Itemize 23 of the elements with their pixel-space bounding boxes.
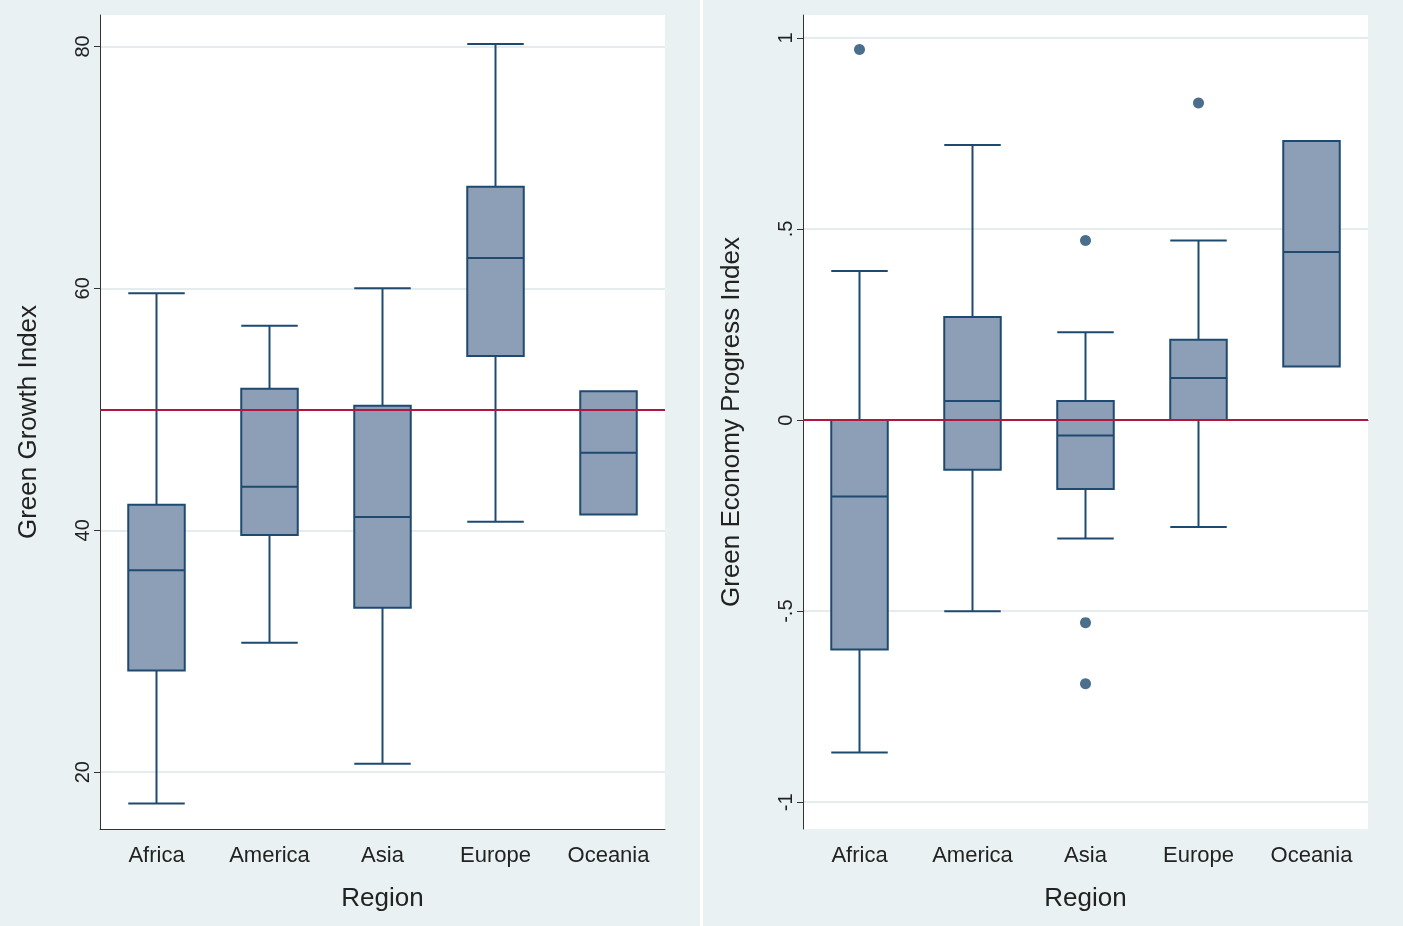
- x-tick-label: Africa: [831, 841, 889, 867]
- x-axis-title: Region: [341, 882, 424, 912]
- x-tick-label: America: [229, 841, 311, 867]
- x-tick-label: America: [932, 841, 1014, 867]
- y-tick-label: .5: [774, 220, 796, 238]
- x-tick-label: Asia: [1064, 841, 1108, 867]
- y-tick-label: 80: [71, 35, 93, 58]
- x-axis-title: Region: [1044, 882, 1127, 912]
- y-tick-label: 20: [71, 761, 93, 784]
- x-tick-label: Asia: [361, 841, 405, 867]
- y-tick-label: 1: [774, 32, 796, 44]
- y-tick-label: 0: [774, 414, 796, 426]
- x-tick-label: Europe: [460, 841, 531, 867]
- y-tick-label: 60: [71, 277, 93, 300]
- y-tick-label: 40: [71, 519, 93, 542]
- y-axis-title: Green Economy Progress Index: [715, 237, 745, 607]
- x-tick-label: Oceania: [567, 841, 651, 867]
- x-tick-label: Africa: [128, 841, 186, 867]
- y-tick-label: -.5: [774, 599, 796, 623]
- x-tick-label: Europe: [1163, 841, 1234, 867]
- y-axis-title: Green Growth Index: [12, 304, 42, 540]
- x-tick-label: Oceania: [1270, 841, 1354, 867]
- y-tick-label: -1: [774, 793, 796, 812]
